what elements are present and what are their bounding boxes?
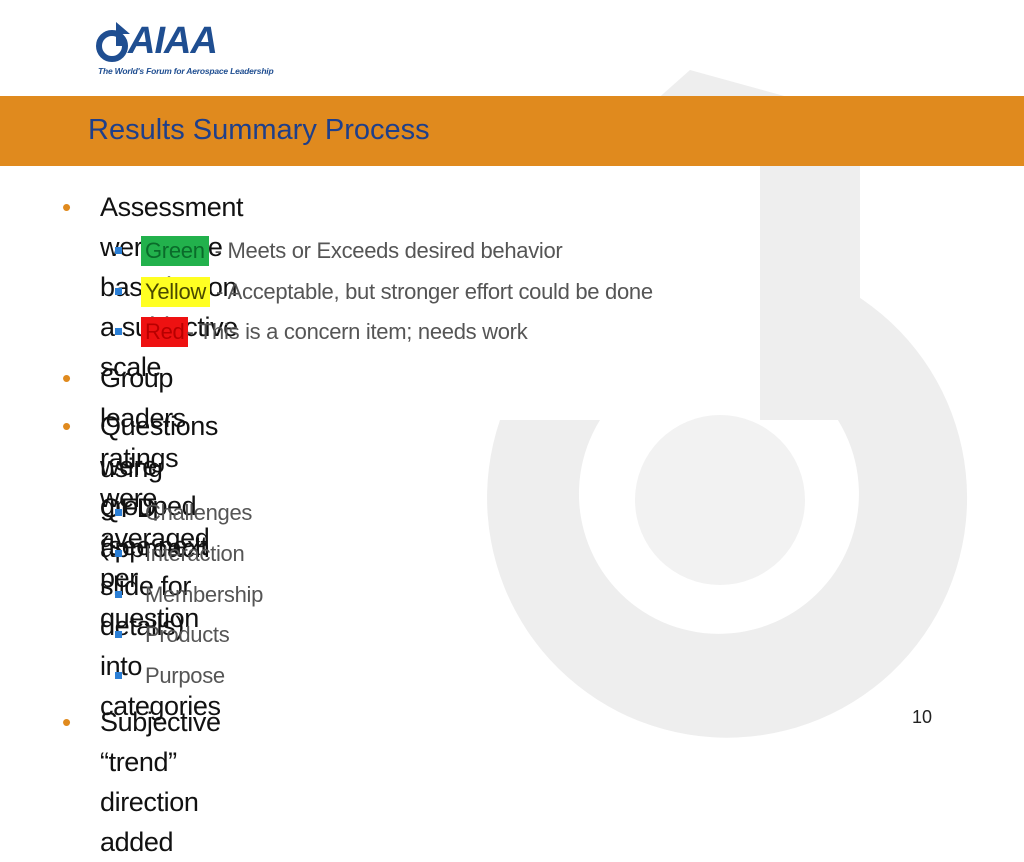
subbullet-text: Interaction (145, 541, 245, 566)
bullet-text-line2: using QFD approach (100, 453, 210, 563)
subbullet-text: - Acceptable, but stronger effort could … (216, 279, 653, 304)
subbullet-text: - Meets or Exceeds desired behavior (214, 238, 563, 263)
bullet-item: • Questions were grouped (see next slide… (62, 406, 221, 726)
square-bullet-icon (115, 672, 122, 679)
logo-tagline: The World's Forum for Aerospace Leadersh… (98, 66, 274, 76)
subbullet-item: Yellow - Acceptable, but stronger effort … (115, 276, 653, 308)
subbullet-item: Products (115, 619, 230, 651)
bullet-item: • Group leaders ratings were averaged pe… (62, 358, 210, 638)
square-bullet-icon (115, 288, 122, 295)
square-bullet-icon (115, 247, 122, 254)
bullet-dot-icon: • (62, 363, 71, 393)
subbullet-text: - This is a concern item; needs work (186, 319, 528, 344)
subbullet-item: Interaction (115, 538, 245, 570)
subbullet-item: Purpose (115, 660, 225, 692)
bullet-text-line1: Questions were grouped (see next slide f… (100, 411, 221, 721)
rating-tag-green: Green (141, 236, 209, 266)
subbullet-item: Membership (115, 579, 264, 611)
bullet-text: Subjective “trend” direction added (100, 707, 221, 857)
subbullet-item: Challenges (115, 497, 253, 529)
page-title: Results Summary Process (88, 114, 430, 146)
subbullet-text: Purpose (145, 663, 225, 688)
bullet-continuation: using QFD approach (100, 448, 210, 568)
square-bullet-icon (115, 328, 122, 335)
square-bullet-icon (115, 591, 122, 598)
title-bar (0, 96, 1024, 166)
aiaa-logo: AIAA The World's Forum for Aerospace Lea… (96, 18, 274, 84)
bullet-text: Group leaders ratings were averaged per … (100, 363, 210, 633)
rating-tag-red: Red (141, 317, 189, 347)
bullet-dot-icon: • (62, 192, 71, 222)
bullet-dot-icon: • (62, 707, 71, 737)
logo-wordmark: AIAA (128, 20, 218, 62)
square-bullet-icon (115, 550, 122, 557)
subbullet-item: Green - Meets or Exceeds desired behavior (115, 235, 563, 267)
subbullet-item: Red- This is a concern item; needs work (115, 316, 528, 348)
aiaa-logo-emblem-icon (96, 22, 130, 62)
square-bullet-icon (115, 509, 122, 516)
subbullet-text: Challenges (145, 500, 253, 525)
page-number: 10 (912, 707, 933, 727)
aiaa-watermark-logo (487, 70, 980, 738)
square-bullet-icon (115, 631, 122, 638)
subbullet-text: Membership (145, 582, 264, 607)
bullet-item: • Subjective “trend” direction added (62, 702, 221, 862)
subbullet-text: Products (145, 622, 230, 647)
bullet-dot-icon: • (62, 411, 71, 441)
rating-tag-yellow: Yellow (141, 277, 210, 307)
